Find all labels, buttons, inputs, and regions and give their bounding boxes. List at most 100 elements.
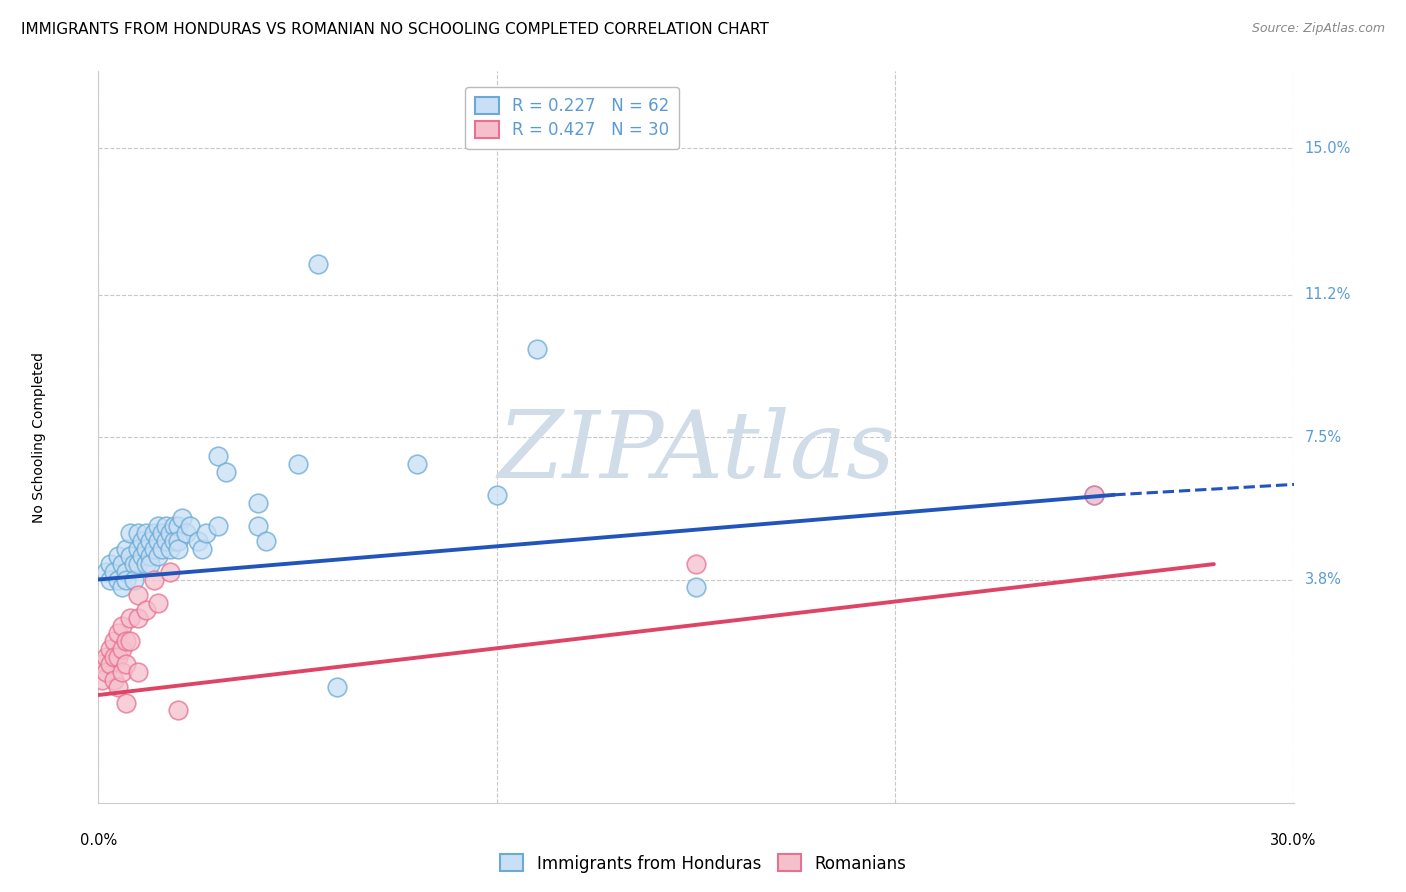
Point [135,603,157,617]
Point [127,665,149,679]
Point [685,557,707,571]
Point [148,549,170,564]
Point [111,557,134,571]
Point [107,549,129,564]
Point [159,526,181,541]
Point [167,703,190,717]
Point [1083,488,1105,502]
Point [139,534,162,549]
Point [135,557,157,571]
Point [1083,488,1105,502]
Text: 30.0%: 30.0% [1271,833,1316,848]
Text: Source: ZipAtlas.com: Source: ZipAtlas.com [1251,22,1385,36]
Point [143,573,166,587]
Point [96,665,118,679]
Point [127,526,149,541]
Point [115,657,138,672]
Text: ZIPAtlas: ZIPAtlas [498,407,894,497]
Point [207,518,229,533]
Point [96,565,118,579]
Point [143,541,166,556]
Point [120,526,142,541]
Point [115,634,138,648]
Point [96,649,118,664]
Point [115,565,138,579]
Point [120,549,142,564]
Point [167,518,190,533]
Legend: Immigrants from Honduras, Romanians: Immigrants from Honduras, Romanians [494,847,912,880]
Point [159,565,181,579]
Text: 11.2%: 11.2% [1305,287,1351,302]
Point [124,557,146,571]
Point [111,665,134,679]
Point [115,573,138,587]
Point [174,526,197,541]
Point [172,511,194,525]
Point [167,534,190,549]
Point [107,681,129,695]
Point [127,588,149,602]
Text: 3.8%: 3.8% [1305,572,1341,587]
Point [111,618,134,632]
Point [120,634,142,648]
Point [135,526,157,541]
Point [98,641,122,656]
Point [246,518,269,533]
Point [195,526,218,541]
Point [150,526,173,541]
Point [127,541,149,556]
Point [148,534,170,549]
Point [115,696,138,710]
Point [148,518,170,533]
Point [115,541,138,556]
Point [406,457,429,471]
Point [215,465,238,479]
Point [98,557,122,571]
Point [179,518,201,533]
Point [127,557,149,571]
Point [148,596,170,610]
Point [103,673,125,687]
Point [254,534,277,549]
Point [127,611,149,625]
Point [526,342,548,356]
Point [326,681,349,695]
Point [131,549,153,564]
Point [155,518,177,533]
Point [98,657,122,672]
Point [124,573,146,587]
Point [111,641,134,656]
Point [143,526,166,541]
Point [287,457,309,471]
Point [159,541,181,556]
Point [167,541,190,556]
Point [187,534,209,549]
Point [155,534,177,549]
Point [150,541,173,556]
Point [120,611,142,625]
Text: 15.0%: 15.0% [1305,141,1351,156]
Point [103,649,125,664]
Point [246,495,269,509]
Point [107,649,129,664]
Point [207,450,229,464]
Point [139,557,162,571]
Point [485,488,508,502]
Point [98,573,122,587]
Point [191,541,214,556]
Point [107,626,129,640]
Point [91,657,114,672]
Text: No Schooling Completed: No Schooling Completed [32,351,45,523]
Point [111,580,134,594]
Point [135,541,157,556]
Text: 7.5%: 7.5% [1305,430,1341,444]
Point [163,518,186,533]
Point [139,549,162,564]
Text: IMMIGRANTS FROM HONDURAS VS ROMANIAN NO SCHOOLING COMPLETED CORRELATION CHART: IMMIGRANTS FROM HONDURAS VS ROMANIAN NO … [21,22,769,37]
Point [103,634,125,648]
Point [307,257,329,271]
Point [685,580,707,594]
Point [163,534,186,549]
Text: 0.0%: 0.0% [80,833,117,848]
Point [131,534,153,549]
